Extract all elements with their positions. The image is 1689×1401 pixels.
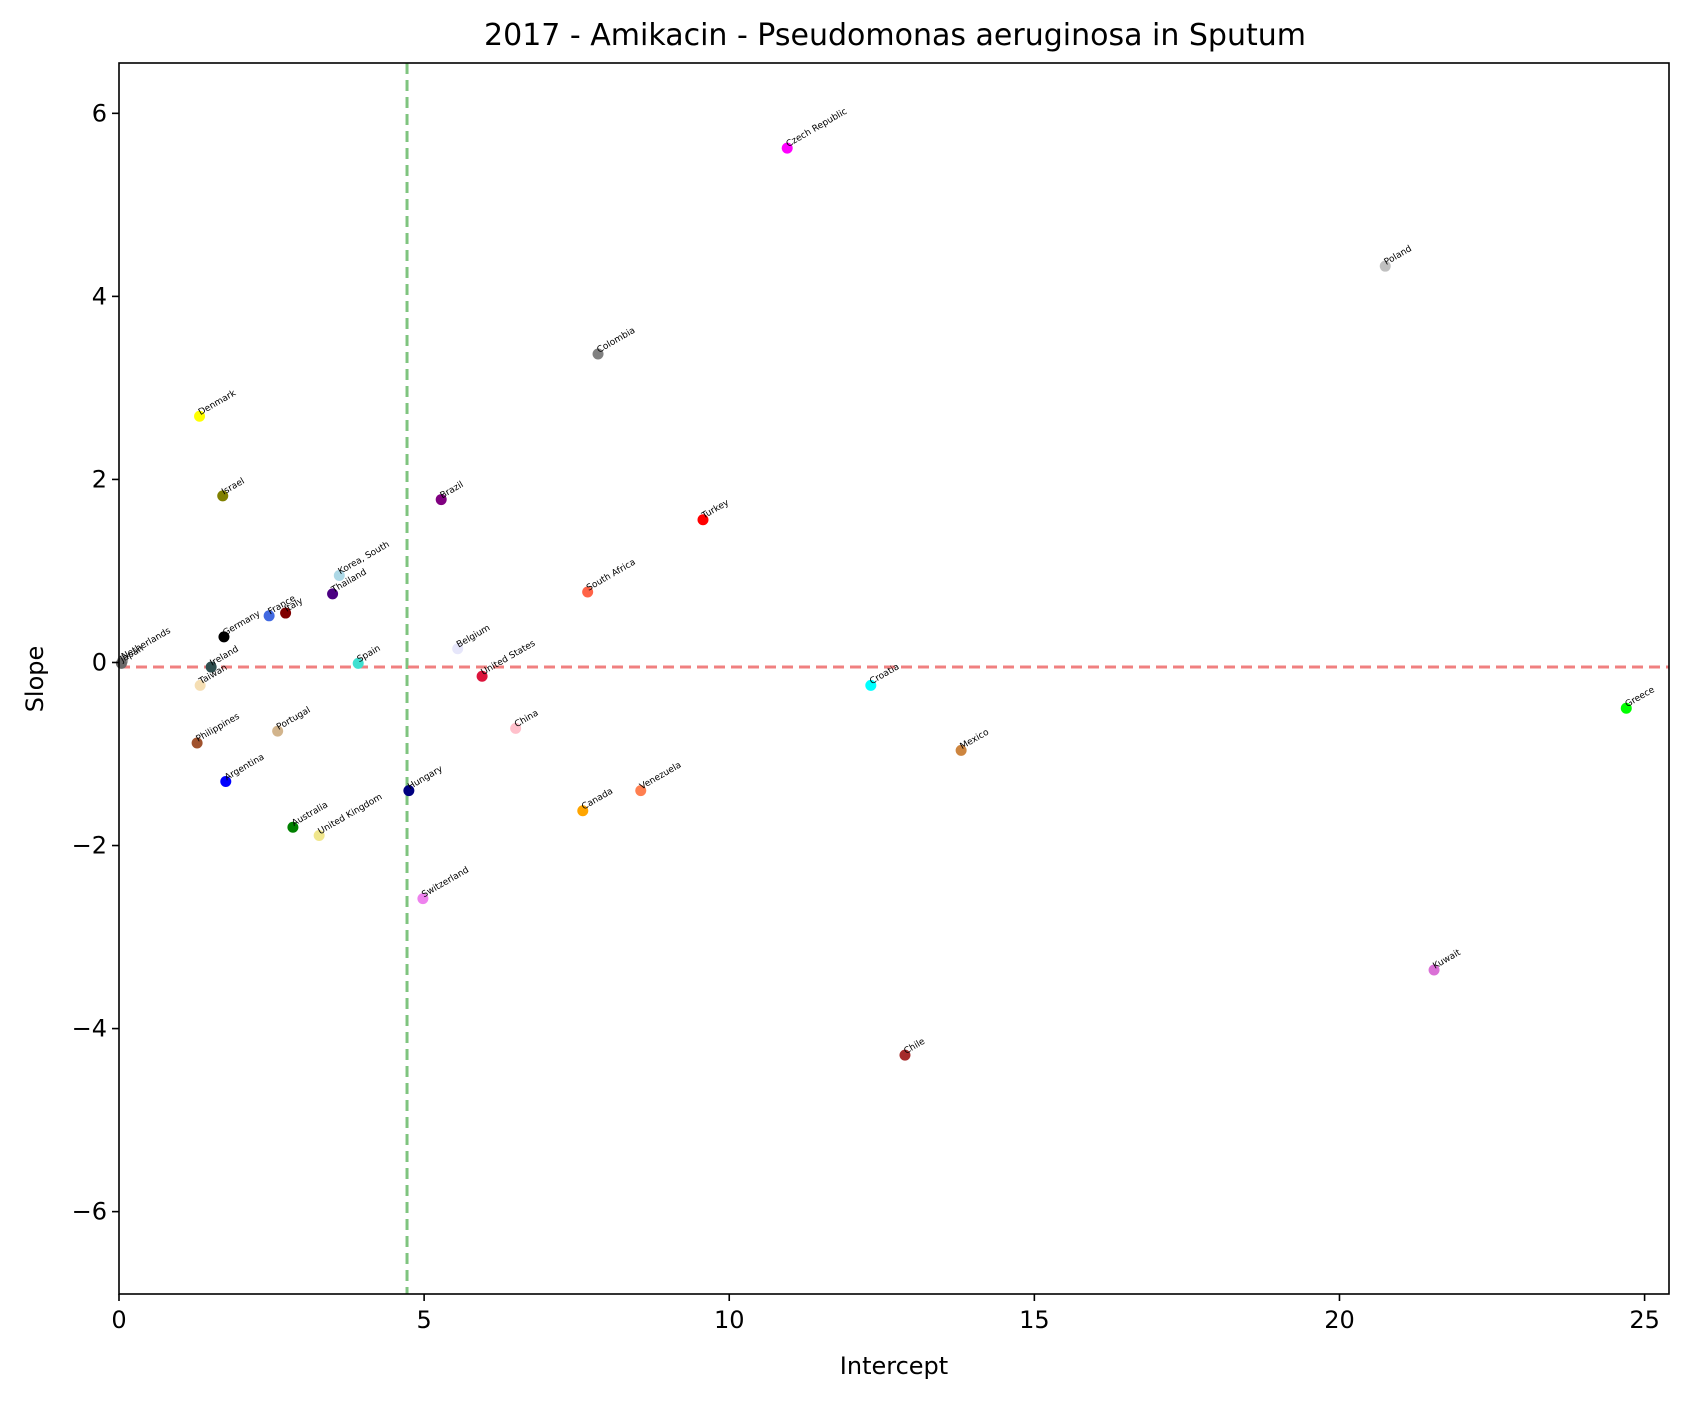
- y-tick-label: −6: [72, 1198, 107, 1226]
- data-point: [280, 607, 292, 619]
- data-point: [1428, 964, 1440, 976]
- data-point: [417, 893, 429, 905]
- x-tick-label: 5: [416, 1306, 431, 1334]
- y-tick-label: 6: [92, 99, 107, 127]
- data-point: [205, 661, 217, 673]
- data-point: [327, 588, 339, 600]
- x-tick-label: 10: [714, 1306, 745, 1334]
- reference-lines: [119, 63, 1669, 1294]
- data-point: [217, 490, 229, 502]
- chart-title: 2017 - Amikacin - Pseudomonas aeruginosa…: [484, 18, 1306, 53]
- y-tick-label: 2: [92, 465, 107, 493]
- y-tick-label: −2: [72, 832, 107, 860]
- data-point: [194, 679, 206, 691]
- data-point: [476, 670, 488, 682]
- x-axis-label: Intercept: [840, 1352, 948, 1380]
- x-tick-label: 25: [1629, 1306, 1660, 1334]
- y-tick-label: 4: [92, 282, 107, 310]
- data-point: [1620, 702, 1632, 714]
- data-point: [194, 410, 206, 422]
- data-point: [635, 785, 647, 797]
- data-point: [781, 142, 793, 154]
- data-point: [352, 657, 364, 669]
- data-point: [1379, 260, 1391, 272]
- x-tick-label: 0: [111, 1306, 126, 1334]
- data-point: [287, 821, 299, 833]
- data-point: [452, 643, 464, 655]
- data-point: [955, 744, 967, 756]
- data-point: [263, 610, 275, 622]
- data-point: [272, 725, 284, 737]
- x-tick-label: 15: [1019, 1306, 1050, 1334]
- data-point: [592, 348, 604, 360]
- y-tick-label: −4: [72, 1015, 107, 1043]
- data-point: [218, 631, 230, 643]
- data-point: [220, 775, 232, 787]
- data-point: [191, 737, 203, 749]
- x-axis-ticks: 0 5 10 15 20 25: [111, 1294, 1660, 1334]
- data-point: [899, 1049, 911, 1061]
- data-point: [403, 785, 415, 797]
- x-tick-label: 20: [1324, 1306, 1355, 1334]
- data-point: [697, 514, 709, 526]
- data-point: [333, 570, 345, 582]
- y-axis-ticks: −6 −4 −2 0 2 4 6: [72, 99, 119, 1226]
- data-point: [435, 494, 447, 506]
- data-point: [510, 722, 522, 734]
- data-point: [865, 679, 877, 691]
- data-point: [582, 586, 594, 598]
- data-point: [313, 829, 325, 841]
- plot-area: [119, 63, 1669, 1294]
- data-points: [115, 142, 1632, 1061]
- y-axis-label: Slope: [21, 646, 49, 713]
- y-tick-label: 0: [92, 648, 107, 676]
- plot-frame: [118, 62, 1670, 1295]
- data-point: [577, 805, 589, 817]
